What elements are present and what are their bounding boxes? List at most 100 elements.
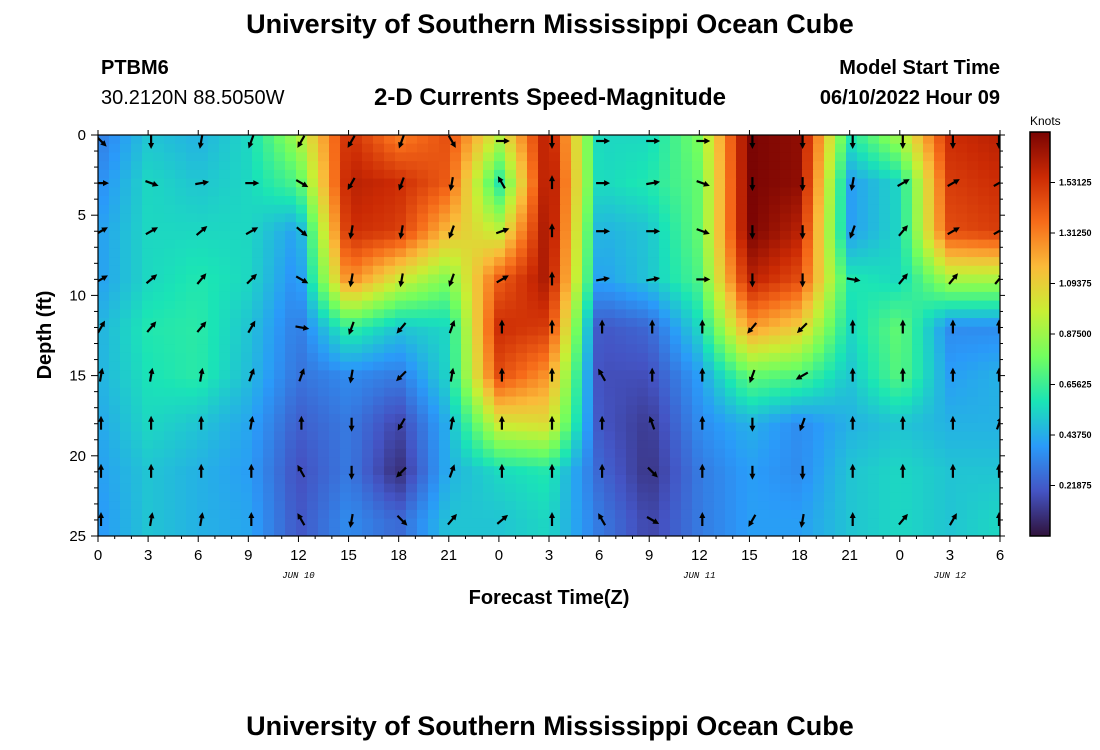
heatmap-cell bbox=[395, 187, 407, 197]
heatmap-cell bbox=[714, 152, 726, 162]
heatmap-cell bbox=[252, 283, 264, 293]
heatmap-cell bbox=[934, 161, 946, 171]
heatmap-cell bbox=[329, 457, 341, 467]
heatmap-cell bbox=[329, 466, 341, 476]
heatmap-cell bbox=[736, 318, 748, 328]
heatmap-cell bbox=[109, 230, 121, 241]
heatmap-cell bbox=[857, 379, 869, 389]
heatmap-cell bbox=[945, 309, 957, 319]
heatmap-cell bbox=[626, 222, 638, 232]
heatmap-cell bbox=[967, 283, 979, 293]
current-arrow bbox=[749, 417, 756, 432]
heatmap-cell bbox=[230, 474, 242, 485]
heatmap-cell bbox=[648, 222, 660, 232]
heatmap-cell bbox=[252, 440, 264, 450]
heatmap-cell bbox=[582, 213, 594, 223]
heatmap-cell bbox=[197, 169, 209, 180]
heatmap-cell bbox=[527, 387, 539, 398]
heatmap-cell bbox=[549, 309, 561, 319]
heatmap-cell bbox=[362, 518, 374, 528]
heatmap-cell bbox=[483, 501, 495, 511]
heatmap-cell bbox=[901, 466, 913, 476]
heatmap-cell bbox=[494, 265, 506, 276]
current-arrow bbox=[245, 227, 259, 236]
current-arrow bbox=[146, 321, 157, 333]
heatmap-cell bbox=[98, 501, 110, 511]
heatmap-cell bbox=[758, 309, 770, 319]
heatmap-cell bbox=[780, 309, 792, 319]
heatmap-cell bbox=[120, 213, 132, 223]
heatmap-cell bbox=[901, 501, 913, 511]
heatmap-cell bbox=[956, 239, 968, 249]
heatmap-cell bbox=[582, 230, 594, 241]
heatmap-cell bbox=[901, 344, 913, 354]
heatmap-cell bbox=[912, 361, 924, 371]
heatmap-cell bbox=[373, 509, 385, 520]
heatmap-cell bbox=[813, 230, 825, 241]
heatmap-cell bbox=[758, 509, 770, 520]
heatmap-cell bbox=[230, 300, 242, 310]
heatmap-cell bbox=[626, 248, 638, 258]
heatmap-cell bbox=[571, 326, 583, 337]
heatmap-cell bbox=[813, 265, 825, 276]
heatmap-cell bbox=[560, 326, 572, 337]
heatmap-cell bbox=[516, 466, 528, 476]
heatmap-cell bbox=[802, 440, 814, 450]
heatmap-cell bbox=[252, 370, 264, 380]
heatmap-cell bbox=[857, 187, 869, 197]
heatmap-cell bbox=[296, 492, 308, 502]
heatmap-cell bbox=[197, 527, 209, 536]
heatmap-cell bbox=[890, 196, 902, 206]
heatmap-cell bbox=[923, 326, 935, 337]
current-arrow bbox=[348, 417, 355, 432]
heatmap-cell bbox=[670, 474, 682, 485]
heatmap-cell bbox=[197, 431, 209, 441]
heatmap-cell bbox=[351, 361, 363, 371]
heatmap-cell bbox=[681, 178, 693, 188]
heatmap-cell bbox=[307, 448, 319, 459]
heatmap-cell bbox=[890, 222, 902, 232]
heatmap-cell bbox=[637, 196, 649, 206]
heatmap-cell bbox=[582, 204, 594, 215]
heatmap-cell bbox=[120, 483, 132, 494]
heatmap-cell bbox=[351, 213, 363, 223]
heatmap-cell bbox=[857, 178, 869, 188]
heatmap-cell bbox=[384, 501, 396, 511]
heatmap-cell bbox=[208, 352, 220, 363]
heatmap-cell bbox=[318, 474, 330, 485]
heatmap-cell bbox=[505, 239, 517, 249]
heatmap-cell bbox=[494, 483, 506, 494]
heatmap-cell bbox=[780, 387, 792, 398]
heatmap-cell bbox=[384, 257, 396, 267]
heatmap-cell bbox=[637, 291, 649, 302]
heatmap-cell bbox=[230, 152, 242, 162]
heatmap-cell bbox=[461, 405, 473, 415]
heatmap-cell bbox=[714, 291, 726, 302]
heatmap-cell bbox=[978, 387, 990, 398]
heatmap-cell bbox=[461, 474, 473, 485]
heatmap-cell bbox=[626, 483, 638, 494]
heatmap-cell bbox=[703, 483, 715, 494]
heatmap-cell bbox=[835, 135, 847, 145]
heatmap-cell bbox=[428, 274, 440, 284]
heatmap-cell bbox=[571, 379, 583, 389]
heatmap-cell bbox=[549, 161, 561, 171]
heatmap-cell bbox=[505, 283, 517, 293]
heatmap-cell bbox=[329, 248, 341, 258]
heatmap-cell bbox=[758, 326, 770, 337]
heatmap-cell bbox=[582, 501, 594, 511]
heatmap-cell bbox=[857, 248, 869, 258]
heatmap-cell bbox=[967, 413, 979, 424]
heatmap-cell bbox=[516, 213, 528, 223]
current-arrow bbox=[496, 275, 509, 284]
heatmap-cell bbox=[890, 335, 902, 345]
heatmap-cell bbox=[593, 518, 605, 528]
heatmap-cell bbox=[956, 492, 968, 502]
heatmap-cell bbox=[439, 239, 451, 249]
heatmap-cell bbox=[340, 344, 352, 354]
heatmap-cell bbox=[109, 361, 121, 371]
heatmap-cell bbox=[450, 196, 462, 206]
heatmap-cell bbox=[186, 448, 198, 459]
heatmap-cell bbox=[714, 352, 726, 363]
heatmap-cell bbox=[780, 457, 792, 467]
